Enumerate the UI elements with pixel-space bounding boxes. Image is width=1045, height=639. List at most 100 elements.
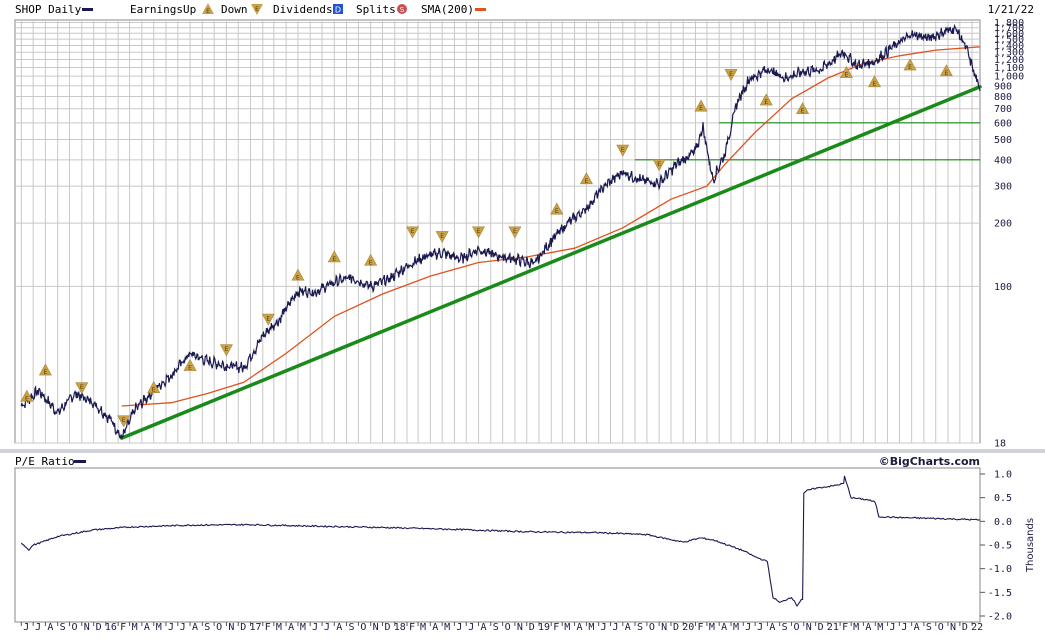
earnings-glyph: E <box>188 365 192 372</box>
price-tick-label-7: 700 <box>994 104 1012 115</box>
earnings-down-marker-18: E <box>652 159 666 172</box>
earnings-up-icon <box>579 172 593 185</box>
earnings-down-marker-3: E <box>117 415 131 428</box>
pe-tick-label-6: -2.0 <box>988 612 1012 623</box>
x-tick-label-46: A <box>577 622 583 633</box>
x-tick-label-17: N <box>228 622 234 633</box>
x-tick-label-58: A <box>721 622 727 633</box>
x-tick-label-67: 21 <box>827 622 839 633</box>
earnings-up-marker-26: E <box>939 64 953 77</box>
pe-line <box>20 475 980 608</box>
x-tick-label-5: N <box>84 622 90 633</box>
earnings-glyph: E <box>845 72 849 79</box>
price-tick-label-15: 1,500 <box>994 35 1024 46</box>
x-tick-label-42: D <box>529 622 535 633</box>
x-tick-label-38: A <box>481 622 487 633</box>
x-tick-label-25: J <box>324 622 330 633</box>
price-tick-label-3: 300 <box>994 182 1012 193</box>
earnings-down-marker-6: E <box>219 344 233 357</box>
earnings-up-marker-23: E <box>839 65 853 79</box>
x-tick-label-50: A <box>625 622 631 633</box>
earnings-up-marker-24: E <box>867 75 881 88</box>
x-tick-label-2: A <box>47 622 53 633</box>
x-tick-label-21: M <box>276 622 282 633</box>
earnings-down-icon <box>724 69 738 81</box>
x-tick-label-28: O <box>360 622 366 633</box>
x-tick-label-8: F <box>120 622 126 633</box>
x-tick-label-26: A <box>336 622 342 633</box>
earnings-down-icon <box>117 415 131 428</box>
x-tick-label-44: F <box>553 622 559 633</box>
x-tick-label-65: N <box>806 622 812 633</box>
earnings-up-marker-25: E <box>903 58 917 71</box>
x-tick-label-3: S <box>60 622 66 633</box>
x-tick-label-53: N <box>661 622 667 633</box>
x-tick-label-60: J <box>745 622 751 633</box>
earnings-glyph: E <box>266 315 270 322</box>
earnings-up-marker-1: E <box>38 363 52 376</box>
earnings-up-marker-4: E <box>147 381 161 394</box>
legend-down: Down <box>221 3 248 16</box>
pe-legend: P/E Ratio ©BigCharts.com <box>15 455 980 468</box>
earnings-down-icon <box>261 313 275 326</box>
x-tick-label-20: F <box>265 622 271 633</box>
split-icon-glyph: S <box>400 6 405 14</box>
earnings-down-icon <box>472 226 486 239</box>
source-credit: ©BigCharts.com <box>879 455 980 468</box>
pe-legend-label: P/E Ratio <box>15 455 75 468</box>
earnings-glyph: E <box>477 228 481 235</box>
x-tick-label-27: S <box>349 622 355 633</box>
x-tick-label-18: D <box>240 622 246 633</box>
legend-splits: Splits <box>356 3 396 16</box>
price-tick-label-13: 1,300 <box>994 48 1024 59</box>
earnings-glyph: E <box>25 395 29 402</box>
earnings-up-icon <box>939 64 953 77</box>
x-tick-label-4: O <box>72 622 78 633</box>
earnings-down-marker-11: E <box>406 226 420 239</box>
x-tick-label-55: 20 <box>682 622 694 633</box>
x-tick-label-73: J <box>901 622 907 633</box>
earnings-up-icon <box>903 58 917 71</box>
earnings-down-icon <box>406 226 420 239</box>
price-tick-label-14: 1,400 <box>994 41 1024 52</box>
earnings-glyph: E <box>699 105 703 112</box>
price-tick-label-1: 100 <box>994 282 1012 293</box>
panel-separator <box>0 449 1045 453</box>
earnings-up-icon: E <box>202 3 214 15</box>
earnings-down-marker-13: E <box>472 226 486 239</box>
x-tick-label-13: J <box>180 622 186 633</box>
legend-symbol: SHOP Daily <box>15 3 82 16</box>
x-tick-label-11: M <box>156 622 162 633</box>
earnings-glyph: E <box>513 228 517 235</box>
legend-bar: SHOP Daily Earnings Up E Down E Dividend… <box>15 3 1034 16</box>
x-tick-label-66: D <box>818 622 824 633</box>
x-tick-label-16: O <box>216 622 222 633</box>
earnings-up-icon <box>147 381 161 393</box>
x-tick-label-29: N <box>373 622 379 633</box>
price-tick-label-9: 900 <box>994 81 1012 92</box>
dividend-icon-glyph: D <box>335 6 341 15</box>
x-tick-label-74: A <box>914 622 920 633</box>
pe-tick-label-4: -1.0 <box>988 564 1012 575</box>
x-tick-label-51: S <box>637 622 643 633</box>
x-tick-label-78: D <box>962 622 968 633</box>
earnings-down-icon <box>616 144 630 157</box>
earnings-down-marker-7: E <box>261 313 275 326</box>
x-tick-label-23: M <box>300 622 306 633</box>
pe-tick-label-1: 0.5 <box>994 493 1012 504</box>
x-tick-label-31: 18 <box>394 622 406 633</box>
x-tick-label-43: 19 <box>538 622 550 633</box>
earnings-glyph: E <box>873 81 877 88</box>
price-tick-label-12: 1,200 <box>994 55 1024 66</box>
earnings-down-marker-12: E <box>435 231 449 243</box>
earnings-up-marker-9: E <box>327 250 341 263</box>
price-tick-label-18: 1,800 <box>994 18 1024 29</box>
x-tick-label-19: 17 <box>249 622 261 633</box>
earnings-down-marker-14: E <box>508 226 522 239</box>
split-icon: S <box>397 4 407 14</box>
pe-panel: 1.0 0.5 0.0 -0.5 -1.0 -1.5 -2.0 Thousands <box>14 467 1036 623</box>
earnings-down-marker-17: E <box>616 144 630 157</box>
x-tick-label-9: M <box>132 622 138 633</box>
earnings-glyph: E <box>440 233 444 240</box>
